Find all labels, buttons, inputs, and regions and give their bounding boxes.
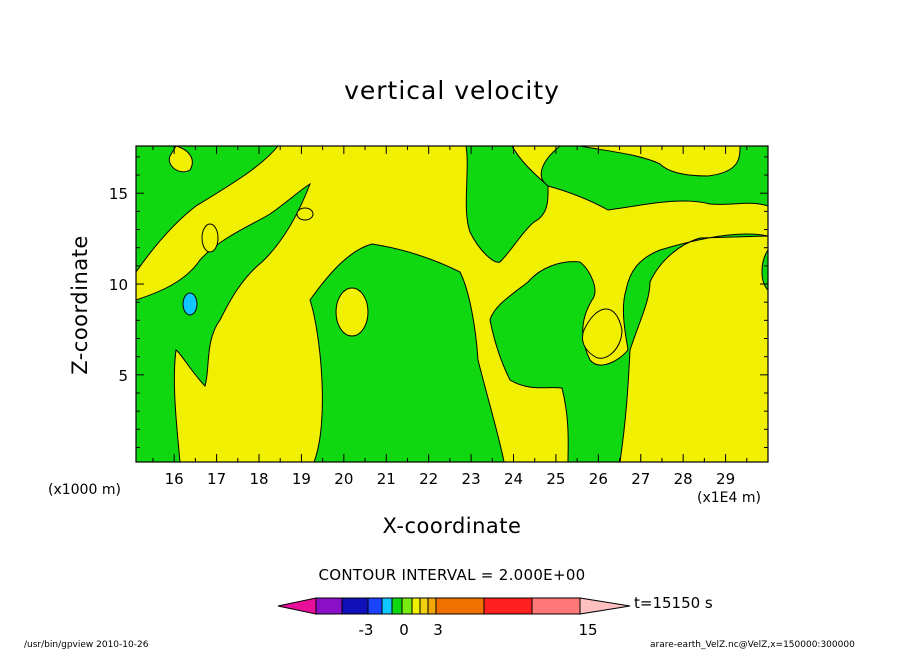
colorbar-segment (435, 597, 485, 615)
x-tick-label: 29 (716, 470, 735, 488)
footer-left: /usr/bin/gpview 2010-10-26 (24, 640, 149, 650)
green-region-left-lower (135, 182, 311, 463)
contour-interval: CONTOUR INTERVAL = 2.000E+00 (318, 566, 586, 584)
x-tick-label: 18 (249, 470, 268, 488)
colorbar-segment (381, 597, 393, 615)
y-tick-label: 10 (109, 276, 128, 294)
x-tick-label: 19 (292, 470, 311, 488)
yellow-island-1 (335, 287, 369, 337)
plot-frame (135, 145, 769, 463)
green-region-mid (465, 145, 549, 263)
colorbar-label: 0 (399, 621, 409, 639)
x-tick-label: 21 (377, 470, 396, 488)
x-tick-label: 24 (504, 470, 523, 488)
x-tick-label: 27 (631, 470, 650, 488)
yellow-island-4 (581, 308, 623, 359)
y-tick-label: 5 (118, 367, 128, 385)
x-axis-label: X-coordinate (382, 514, 522, 538)
colorbar-segment (531, 597, 581, 615)
colorbar-segment (315, 597, 343, 615)
x-tick-label: 23 (462, 470, 481, 488)
cyan-cell (182, 292, 198, 316)
x-tick-label: 25 (546, 470, 565, 488)
colorbar-segment (391, 597, 403, 615)
x-unit-right: (x1E4 m) (697, 490, 761, 506)
yellow-island-5 (168, 145, 193, 173)
colorbar: -3 0 3 15 (277, 597, 631, 639)
x-tick-label: 26 (589, 470, 608, 488)
yellow-island-2 (201, 223, 219, 253)
yellow-islands (168, 145, 623, 359)
x-tick-label: 17 (207, 470, 226, 488)
time-label: t=15150 s (634, 594, 713, 612)
x-tick-label: 16 (165, 470, 184, 488)
x-unit-left: (x1000 m) (48, 482, 121, 498)
colorbar-label: 3 (433, 621, 443, 639)
yellow-island-3 (296, 207, 314, 221)
colorbar-segment (401, 597, 413, 615)
colorbar-segment (419, 597, 429, 615)
x-tick-label: 20 (334, 470, 353, 488)
y-tick-label: 15 (109, 185, 128, 203)
colorbar-segment (341, 597, 369, 615)
colorbar-right-arrow (579, 597, 631, 615)
colorbar-segment (427, 597, 437, 615)
footer-right: arare-earth_VelZ.nc@VelZ,x=150000:300000 (650, 640, 855, 650)
colorbar-segment (411, 597, 421, 615)
colorbar-segment (367, 597, 383, 615)
x-ticks: 16 17 18 19 20 21 22 23 24 25 26 27 28 29 (152, 146, 748, 488)
x-tick-label: 22 (419, 470, 438, 488)
green-region-upper-right (466, 145, 769, 463)
colorbar-label: -3 (359, 621, 374, 639)
green-region-left (135, 145, 280, 274)
colorbar-segment (483, 597, 533, 615)
y-ticks: 5 10 15 (109, 156, 768, 448)
colorbar-label: 15 (578, 621, 597, 639)
chart-title: vertical velocity (344, 76, 560, 105)
colorbar-left-arrow (277, 597, 317, 615)
x-tick-label: 28 (674, 470, 693, 488)
